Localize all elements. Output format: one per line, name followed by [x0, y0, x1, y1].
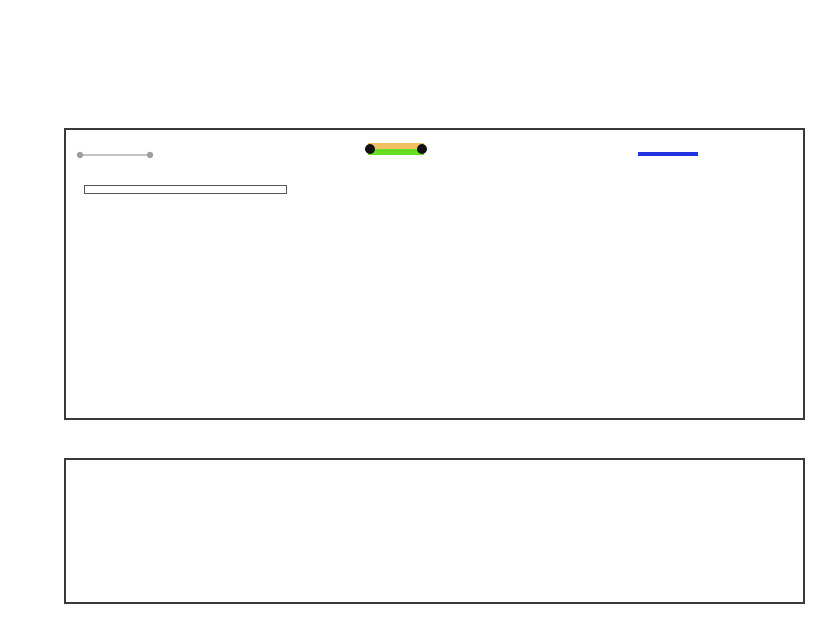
top-legend: [76, 134, 791, 180]
cumulative-precipitation-chart: [64, 128, 805, 420]
ensemble-average-swatch: [364, 141, 428, 155]
legend-row: [76, 137, 791, 159]
bottom-chart-svg: [66, 460, 803, 602]
ensemble-members-swatch: [76, 144, 154, 159]
daily-precipitation-chart: [64, 458, 805, 604]
percent-of-crop-box: [84, 185, 287, 194]
normal-swatch: [636, 143, 700, 156]
